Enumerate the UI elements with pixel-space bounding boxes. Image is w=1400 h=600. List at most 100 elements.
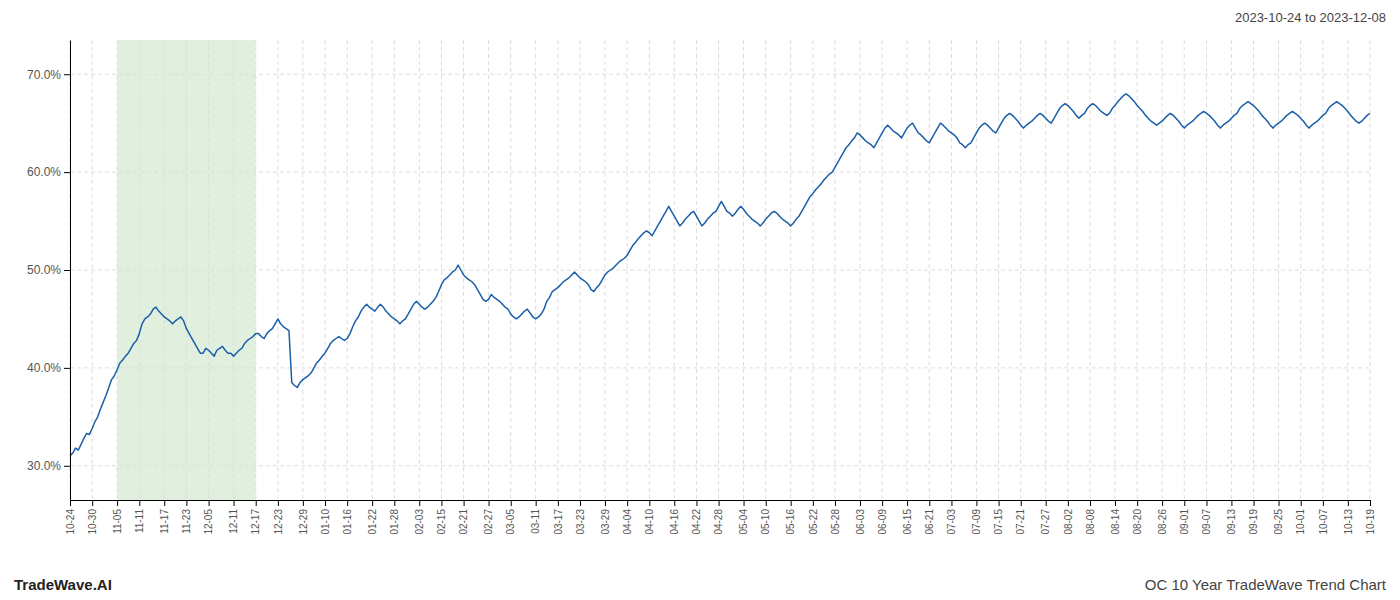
x-tick: 12-29 — [298, 500, 309, 535]
x-tick-label: 07-15 — [993, 509, 1004, 535]
x-tick-label: 10-07 — [1318, 509, 1329, 535]
grid-line-x — [1253, 40, 1254, 500]
annotation: OC 10 Year TradeWave Trend Chart — [1145, 576, 1387, 593]
x-tick-mark — [1323, 500, 1324, 506]
y-tick-mark — [64, 270, 70, 271]
x-tick-mark — [860, 500, 861, 506]
x-tick: 02-15 — [436, 500, 447, 535]
x-tick-mark — [882, 500, 883, 506]
grid-line-x — [743, 40, 744, 500]
x-tick: 12-05 — [203, 500, 214, 535]
y-tick-label: 60.0% — [27, 165, 61, 179]
grid-line-x — [907, 40, 908, 500]
grid-line-x — [510, 40, 511, 500]
x-tick-mark — [347, 500, 348, 506]
x-tick-mark — [999, 500, 1000, 506]
x-tick: 04-10 — [644, 500, 655, 535]
x-tick-label: 02-15 — [436, 509, 447, 535]
x-tick-label: 09-25 — [1273, 509, 1284, 535]
x-tick: 07-15 — [993, 500, 1004, 535]
x-tick-mark — [719, 500, 720, 506]
x-tick-label: 10-13 — [1343, 509, 1354, 535]
x-tick-label: 04-16 — [669, 509, 680, 535]
x-tick: 06-15 — [902, 500, 913, 535]
grid-line-x — [1067, 40, 1068, 500]
x-tick-label: 03-05 — [505, 509, 516, 535]
grid-line-x — [372, 40, 373, 500]
grid-line-x — [1184, 40, 1185, 500]
x-tick: 11-05 — [112, 500, 123, 534]
grid-line-x — [117, 40, 118, 500]
x-tick: 09-13 — [1226, 500, 1237, 535]
x-tick-mark — [464, 500, 465, 506]
x-tick-label: 02-27 — [483, 509, 494, 535]
x-tick-label: 11-17 — [159, 509, 170, 534]
grid-line-x — [1347, 40, 1348, 500]
x-tick-mark — [835, 500, 836, 506]
x-tick-mark — [536, 500, 537, 506]
x-tick-label: 05-04 — [738, 509, 749, 535]
grid-line-x — [696, 40, 697, 500]
x-tick: 11-17 — [159, 500, 170, 534]
x-tick-mark — [791, 500, 792, 506]
x-tick: 04-22 — [691, 500, 702, 535]
series — [70, 94, 1370, 456]
x-tick-mark — [372, 500, 373, 506]
x-tick-label: 01-28 — [389, 509, 400, 535]
grid-line-x — [790, 40, 791, 500]
x-tick-label: 07-09 — [971, 509, 982, 535]
x-tick-mark — [558, 500, 559, 506]
grid-line-x — [627, 40, 628, 500]
grid-line-x — [302, 40, 303, 500]
x-tick-mark — [1021, 500, 1022, 506]
x-tick-mark — [696, 500, 697, 506]
x-tick-mark — [325, 500, 326, 506]
grid-line-x — [1090, 40, 1091, 500]
x-tick-mark — [1184, 500, 1185, 506]
x-tick-label: 06-09 — [877, 509, 888, 535]
x-axis-line — [71, 500, 1371, 501]
grid-line-x — [718, 40, 719, 500]
grid-line-x — [812, 40, 813, 500]
x-tick-mark — [649, 500, 650, 506]
x-tick-mark — [674, 500, 675, 506]
x-tick-mark — [92, 500, 93, 506]
grid-line-x — [976, 40, 977, 500]
grid — [70, 40, 1370, 500]
x-tick: 09-07 — [1201, 500, 1212, 535]
x-tick-label: 11-05 — [112, 509, 123, 534]
x-tick: 05-28 — [830, 500, 841, 535]
x-tick-mark — [70, 500, 71, 506]
grid-line-x — [164, 40, 165, 500]
x-tick-mark — [627, 500, 628, 506]
x-tick-label: 09-07 — [1201, 509, 1212, 535]
x-tick: 01-16 — [342, 500, 353, 535]
grid-line-x — [649, 40, 650, 500]
x-tick: 03-11 — [530, 500, 541, 534]
x-tick-label: 07-27 — [1040, 509, 1051, 535]
grid-line-x — [394, 40, 395, 500]
x-tick-label: 05-16 — [785, 509, 796, 535]
x-tick: 10-13 — [1343, 500, 1354, 535]
x-tick: 04-04 — [622, 500, 633, 535]
grid-line-x — [998, 40, 999, 500]
grid-line-x — [1020, 40, 1021, 500]
title: 2023-10-24 to 2023-12-08 — [1235, 10, 1386, 25]
grid-line-x — [1206, 40, 1207, 500]
x-tick-label: 03-17 — [553, 509, 564, 535]
x-tick-label: 08-14 — [1110, 509, 1121, 535]
x-tick-label: 08-26 — [1157, 509, 1168, 535]
y-tick-label: 30.0% — [27, 459, 61, 473]
x-tick: 08-20 — [1132, 500, 1143, 535]
x-tick-mark — [278, 500, 279, 506]
x-tick-mark — [1137, 500, 1138, 506]
x-tick-label: 09-19 — [1248, 509, 1259, 535]
x-tick: 06-21 — [924, 500, 935, 535]
chart: 10-2410-3011-0511-1111-1711-2312-0512-11… — [0, 0, 1400, 600]
x-tick-label: 09-01 — [1179, 509, 1190, 535]
y-tick: 70.0% — [27, 68, 70, 82]
grid-line-x — [441, 40, 442, 500]
x-tick-label: 12-05 — [203, 509, 214, 535]
x-tick-label: 01-10 — [320, 509, 331, 535]
x-tick: 11-23 — [181, 500, 192, 534]
